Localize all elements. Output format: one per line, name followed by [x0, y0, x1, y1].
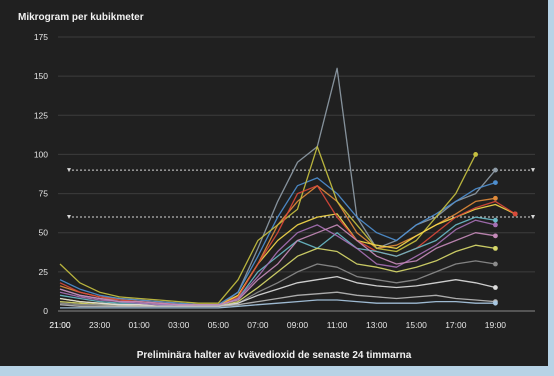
reference-marker-right	[531, 168, 535, 173]
series-line	[59, 219, 496, 307]
x-tick-label: 21:00	[49, 320, 71, 330]
x-tick-label: 07:00	[247, 320, 269, 330]
y-tick-label: 25	[39, 267, 49, 277]
series-end-marker	[493, 180, 498, 186]
x-tick-label: 17:00	[445, 320, 467, 330]
series-line	[59, 67, 496, 307]
reference-marker-left	[67, 215, 71, 220]
series-end-marker	[493, 222, 498, 228]
x-tick-label: 15:00	[406, 320, 428, 330]
chart-caption: Preliminära halter av kvävedioxid de sen…	[136, 350, 412, 361]
x-tick-label: 03:00	[168, 320, 190, 330]
line-chart: 0 25 50 75 100 125 150 175 21:00 23:00 01:00 03:00 0…	[34, 32, 535, 330]
series-line	[59, 216, 496, 307]
x-tick-label: 23:00	[89, 320, 111, 330]
series-end-marker	[473, 152, 479, 157]
series-end-marker	[493, 245, 498, 251]
series-end-marker	[493, 261, 498, 267]
chart-card: Mikrogram per kubikmeter 0 25 50 75 100 125 15…	[0, 0, 548, 366]
series-end-marker	[493, 285, 498, 290]
y-tick-label: 175	[34, 32, 48, 42]
x-tick-label: 13:00	[366, 320, 388, 330]
series-end-marker	[493, 233, 498, 239]
reference-marker-left	[67, 168, 71, 173]
series-line	[60, 299, 496, 309]
series-end-marker	[493, 195, 498, 201]
x-tick-label: 19:00	[485, 320, 507, 330]
reference-marker-right	[531, 215, 535, 220]
y-tick-label: 50	[39, 228, 49, 238]
series-line	[59, 145, 477, 304]
x-tick-label: 09:00	[287, 320, 309, 330]
x-tick-label: 01:00	[129, 320, 151, 330]
x-tick-label: 05:00	[208, 320, 230, 330]
y-tick-label: 100	[34, 149, 48, 159]
series-end-marker	[493, 217, 498, 223]
series-line	[59, 185, 496, 306]
series-end-marker	[493, 167, 498, 173]
y-axis-title: Mikrogram per kubikmeter	[18, 12, 144, 23]
x-tick-label: 11:00	[327, 320, 348, 330]
series-line	[59, 275, 496, 307]
series-line	[59, 177, 496, 306]
series-line	[59, 291, 496, 307]
y-tick-label: 75	[39, 189, 49, 199]
y-tick-label: 0	[43, 306, 48, 316]
x-tick-label: 21:00	[49, 320, 71, 330]
y-tick-label: 150	[34, 71, 48, 81]
y-tick-label: 125	[34, 110, 48, 120]
series-end-marker	[512, 211, 518, 217]
series-end-marker	[493, 300, 498, 306]
series-line	[59, 224, 496, 306]
